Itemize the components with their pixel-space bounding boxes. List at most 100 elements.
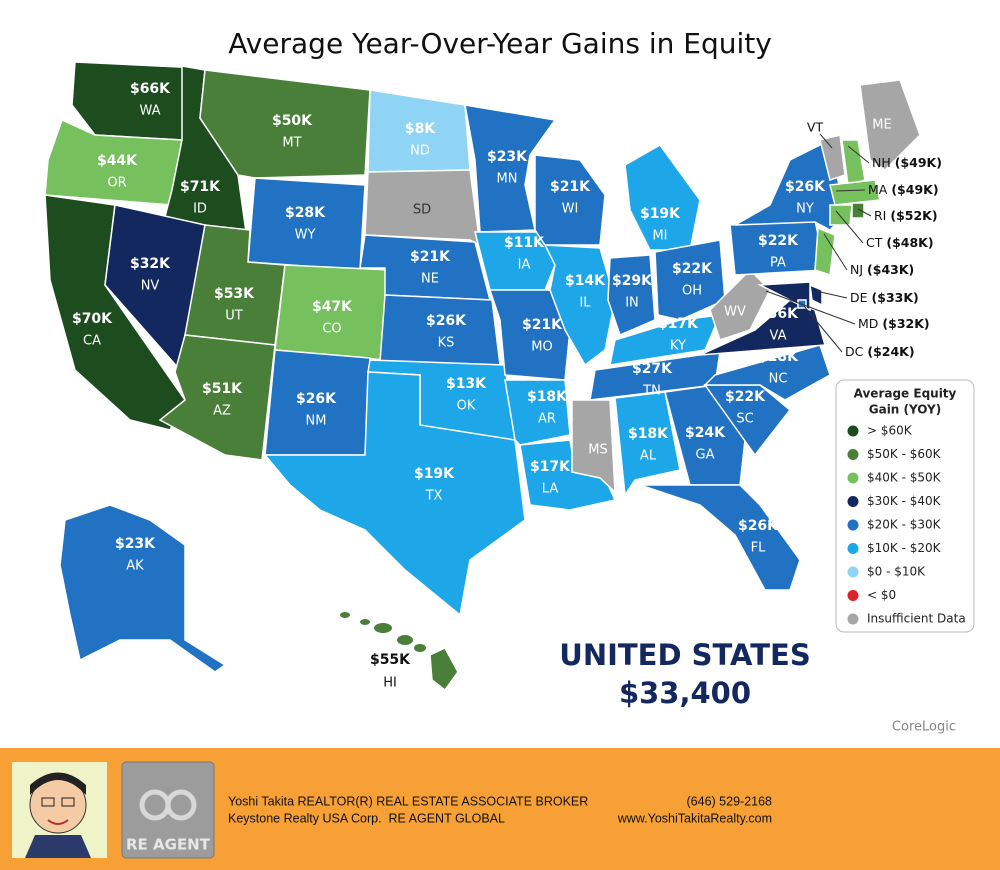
state-value: $17K — [530, 459, 571, 475]
summary-value: $33,400 — [619, 676, 751, 710]
state-shape — [814, 226, 836, 277]
state-abbr: NJ — [850, 262, 863, 277]
state-abbr: NY — [796, 202, 814, 217]
states-layer — [44, 61, 921, 692]
footer-company: Keystone Realty USA Corp. RE AGENT GLOBA… — [228, 811, 505, 825]
state-abbr: CO — [322, 322, 341, 337]
logo: RE AGENT — [121, 761, 215, 859]
state-shape — [819, 134, 846, 181]
legend-title: Average Equity — [854, 387, 957, 401]
state-abbr: WI — [562, 202, 579, 217]
state-value: $23K — [487, 149, 528, 165]
callout-label: RI ($52K) — [874, 208, 938, 223]
state-shape — [59, 504, 227, 673]
state-value: $55K — [370, 652, 411, 668]
state-value: ($49K) — [891, 182, 938, 197]
state-abbr: OK — [457, 399, 476, 414]
state-abbr: WV — [724, 305, 746, 320]
state-shape — [247, 177, 366, 271]
state-abbr: WA — [139, 104, 160, 119]
state-abbr: UT — [225, 309, 243, 324]
state-value: $19K — [414, 466, 455, 482]
state-shape — [543, 244, 616, 367]
state-value: $44K — [97, 153, 138, 169]
legend-swatch — [847, 543, 859, 554]
state-abbr: TX — [425, 489, 443, 504]
state-abbr: NV — [141, 279, 160, 294]
legend-swatch — [847, 613, 859, 625]
state-value: $21K — [410, 249, 451, 265]
state-value: ($52K) — [890, 208, 937, 223]
title: Average Year-Over-Year Gains in Equity — [228, 27, 772, 60]
state-shape — [464, 104, 557, 233]
callout-label: NJ ($43K) — [850, 262, 914, 277]
state-value: ($49K) — [895, 155, 942, 170]
state-abbr: MI — [652, 229, 667, 244]
state-abbr: KY — [670, 339, 686, 354]
state-value: $26K — [738, 518, 779, 534]
footer-name: Yoshi Takita REALTOR(R) REAL ESTATE ASSO… — [228, 794, 588, 808]
callout-label: DE ($33K) — [850, 290, 919, 305]
state-abbr: RI — [874, 208, 886, 223]
legend-label: Insufficient Data — [867, 612, 966, 626]
footer-phone: (646) 529-2168 — [687, 794, 773, 808]
state-abbr: MS — [588, 443, 607, 458]
state-abbr: AR — [538, 412, 556, 427]
state-value: $11K — [504, 235, 545, 251]
state-value: $23K — [115, 536, 156, 552]
state-shape — [360, 619, 370, 625]
state-shape — [379, 294, 501, 366]
state-abbr: ID — [193, 202, 207, 217]
legend-label: < $0 — [867, 588, 896, 602]
legend-box — [835, 379, 975, 633]
agent-photo — [12, 762, 107, 858]
state-shape — [859, 79, 921, 171]
state-abbr: MN — [497, 172, 518, 187]
legend-title: Gain (YOY) — [869, 403, 941, 417]
state-abbr: SC — [736, 412, 753, 427]
callout-label: CT ($48K) — [866, 235, 934, 250]
labels-layer: $66K WA $44K OR $71K ID $50K MT $28K WY $70K CA $32K… — [72, 81, 942, 691]
legend-label: $40K - $50K — [867, 471, 942, 485]
state-abbr: ME — [872, 118, 891, 133]
legend-label: $50K - $60K — [867, 447, 942, 461]
state-abbr: NC — [769, 372, 788, 387]
state-shape — [829, 179, 881, 206]
state-value: $26K — [785, 179, 826, 195]
callout-line — [819, 133, 833, 149]
state-value: $70K — [72, 311, 113, 327]
state-abbr: AK — [126, 559, 144, 574]
state-abbr: KS — [438, 336, 455, 351]
state-abbr: SD — [413, 203, 431, 218]
state-abbr: AL — [640, 449, 657, 464]
state-value: $50K — [272, 113, 313, 129]
state-abbr: NM — [306, 414, 327, 429]
callout-line — [815, 290, 848, 299]
state-abbr: LA — [542, 482, 559, 497]
legend-swatch — [847, 519, 859, 531]
state-value: $28K — [285, 205, 326, 221]
state-value: $26K — [426, 313, 467, 329]
legend-swatch — [847, 566, 859, 578]
callout-line — [803, 305, 843, 353]
state-value: $21K — [550, 179, 591, 195]
state-shape — [519, 439, 617, 511]
state-value: $51K — [202, 381, 243, 397]
state-abbr: CA — [83, 334, 101, 349]
state-value: $14K — [565, 273, 606, 289]
state-shape — [71, 61, 201, 141]
legend-swatch — [847, 449, 859, 460]
legend-label: $0 - $10K — [867, 565, 926, 579]
state-abbr: GA — [696, 448, 715, 463]
state-abbr: VA — [770, 329, 787, 344]
state-abbr: AZ — [213, 404, 231, 419]
state-abbr: IN — [625, 296, 639, 311]
callout-label: NH ($49K) — [872, 155, 942, 170]
callout-line — [835, 210, 864, 244]
state-shape — [414, 644, 426, 652]
callout-line — [835, 189, 866, 192]
state-value: $21K — [522, 317, 563, 333]
footer-website: www.YoshiTakitaRealty.com — [617, 811, 772, 825]
state-shape — [614, 391, 681, 498]
